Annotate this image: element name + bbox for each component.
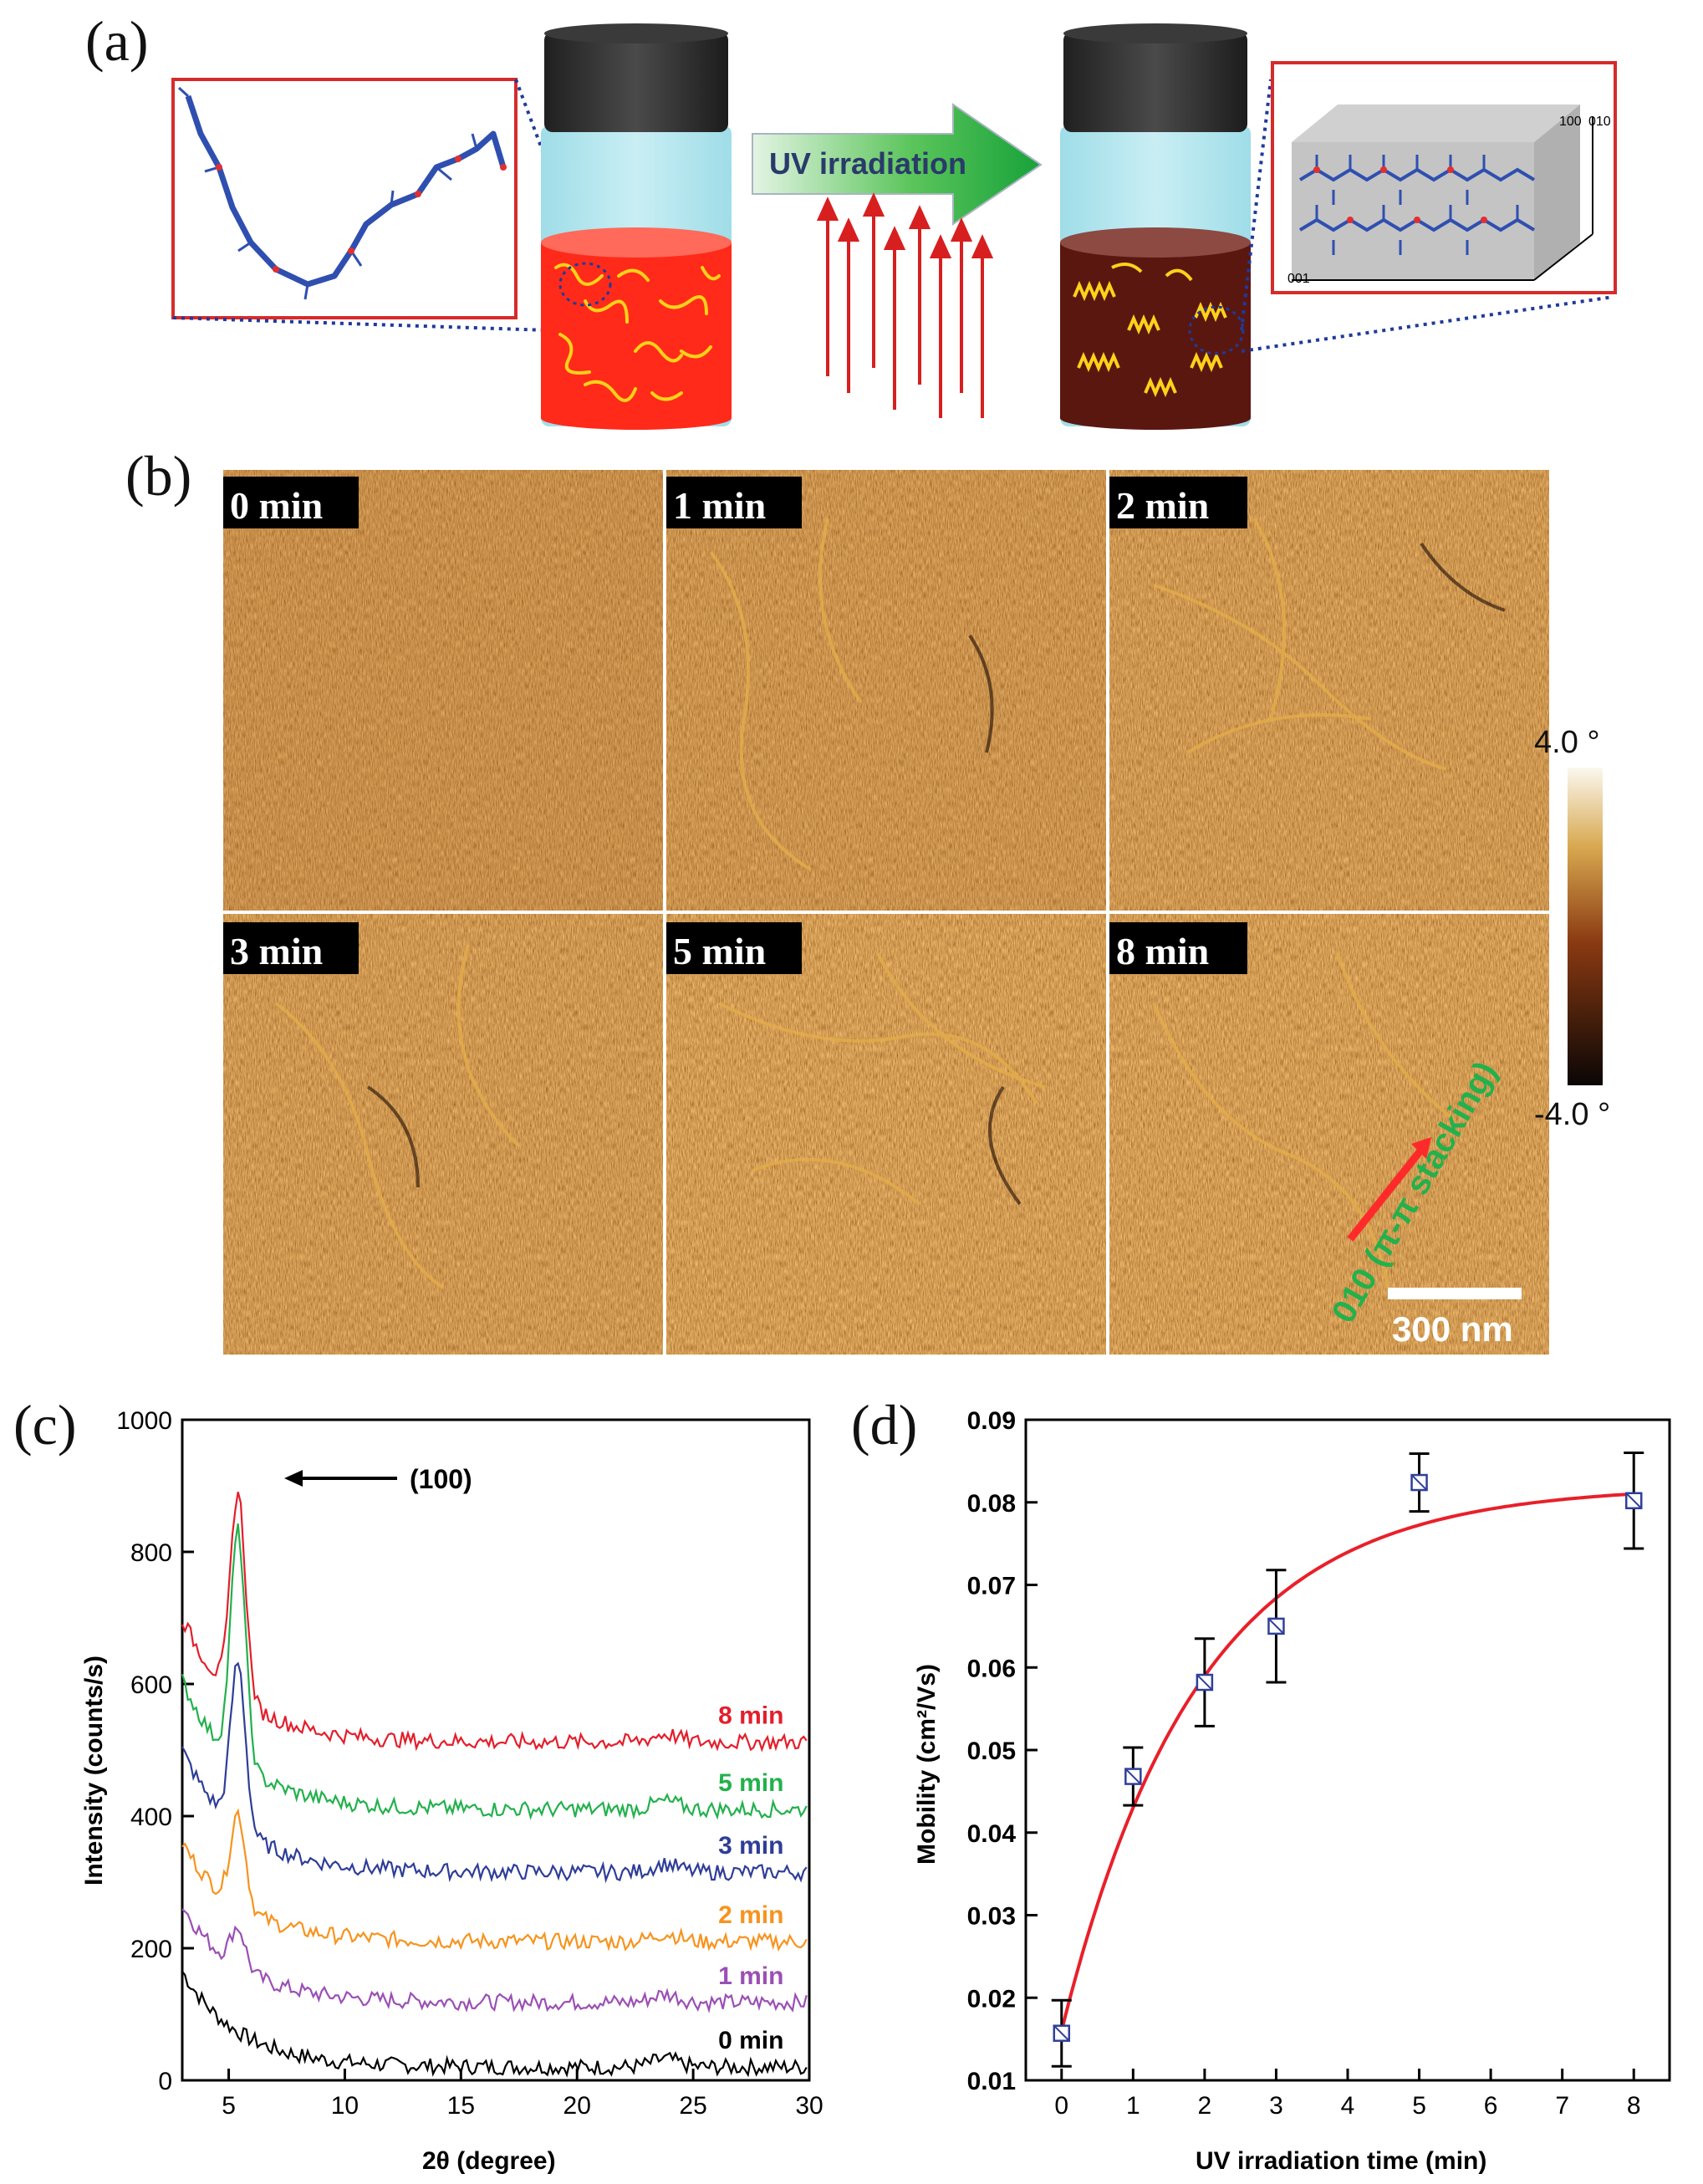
chart-d-xtick-label: 3 (1269, 2092, 1283, 2120)
colorbar (1568, 768, 1603, 1085)
chart-d-xtick-label: 5 (1412, 2092, 1426, 2120)
vial-before-uv (541, 23, 732, 430)
panel-label-b: (b) (125, 444, 192, 508)
chart-d-ytick-label: 0.09 (967, 1407, 1016, 1435)
chart-d-ytick-label: 0.03 (967, 1903, 1016, 1931)
uv-arrow: UV irradiation (752, 103, 1043, 226)
afm-tile-5min (666, 914, 1106, 1355)
colorbar-max-label: 4.0 ° (1534, 725, 1600, 760)
xrd-series-4 (181, 1523, 808, 1820)
polymer-zoom-box-disordered (171, 78, 518, 319)
chart-c-xtick-label: 30 (795, 2092, 823, 2120)
chart-d-ytick-label: 0.06 (967, 1655, 1016, 1682)
mobility-point-hatch (1125, 1768, 1141, 1784)
chart-d-xtick-label: 8 (1627, 2092, 1641, 2120)
chart-d-ytick-label: 0.08 (967, 1490, 1016, 1518)
time-label-1min: 1 min (673, 484, 766, 527)
xrd-series-0 (181, 1971, 808, 2078)
chart-d-frame (1024, 1418, 1671, 2082)
chart-d-ytick-label: 0.07 (967, 1573, 1016, 1600)
chart-d-ytick-label: 0.01 (967, 2068, 1016, 2095)
chart-d-xtick-label: 4 (1341, 2092, 1355, 2120)
panel-d: 0 1 2 3 4 5 6 7 8 0.01 0.02 0.03 0.04 0.05 0.06 0.07 0.0… (913, 1407, 1671, 2175)
xrd-series-label: 1 min (718, 1962, 783, 1990)
uv-arrow-label: UV irradiation (769, 146, 966, 181)
xrd-series-1 (181, 1908, 808, 2014)
chart-c-xtick-label: 15 (447, 2092, 475, 2120)
xrd-series-5 (181, 1492, 808, 1753)
xrd-series-label: 2 min (718, 1901, 783, 1929)
time-label-5min: 5 min (673, 930, 766, 972)
chart-c-xtick-label: 25 (679, 2092, 706, 2120)
chart-d-ylabel: Mobility (cm²/Vs) (913, 1664, 941, 1865)
chart-c-xtick-label: 5 (222, 2092, 236, 2120)
chart-d-xtick-label: 7 (1555, 2092, 1569, 2120)
mobility-point-hatch (1268, 1619, 1284, 1634)
uv-light-rays (816, 192, 994, 418)
chart-c-xtick-label: 10 (331, 2092, 359, 2120)
stacking-direction-arrow (1347, 1147, 1425, 1242)
chart-c-ytick-label: 800 (130, 1539, 172, 1567)
time-label-3min: 3 min (230, 930, 323, 972)
panel-c: 5 10 15 20 25 30 0 200 400 600 800 1000 0 min 1 min 2… (80, 1407, 823, 2175)
chart-c-ytick-label: 600 (130, 1671, 172, 1699)
xrd-series-label: 0 min (718, 2027, 783, 2054)
xrd-series-3 (181, 1661, 808, 1884)
colorbar-min-label: -4.0 ° (1534, 1097, 1610, 1132)
afm-tile-8min (1109, 914, 1549, 1355)
mobility-point-hatch (1054, 2026, 1069, 2041)
chart-d-ytick-label: 0.02 (967, 1985, 1016, 2013)
axis-label-100: 100 (1559, 115, 1582, 129)
chart-d-ytick-label: 0.05 (967, 1738, 1016, 1765)
panel-a: UV irradiation (171, 23, 1617, 430)
mobility-point-hatch (1197, 1675, 1212, 1690)
xrd-series-label: 3 min (718, 1832, 783, 1860)
chart-d-xtick-label: 0 (1054, 2092, 1068, 2120)
time-label-2min: 2 min (1116, 484, 1209, 527)
chart-c-ytick-label: 1000 (116, 1407, 172, 1435)
scale-bar-label: 300 nm (1392, 1309, 1513, 1349)
panel-b: 0 min 1 min 2 min 3 min 5 min 8 min 010 … (223, 470, 1610, 1355)
afm-tile-3min (223, 914, 663, 1355)
chart-d-xtick-label: 2 (1198, 2092, 1212, 2120)
panel-label-a: (a) (85, 9, 149, 73)
time-label-8min: 8 min (1116, 930, 1209, 972)
chart-c-xtick-label: 20 (563, 2092, 591, 2120)
chart-c-ytick-label: 200 (130, 1936, 172, 1963)
chart-d-ytick-label: 0.04 (967, 1820, 1017, 1848)
chart-d-xtick-label: 6 (1484, 2092, 1498, 2120)
axis-label-010: 010 (1588, 115, 1611, 129)
chart-c-ylabel: Intensity (counts/s) (80, 1656, 108, 1885)
xrd-series-label: 8 min (718, 1702, 783, 1730)
afm-tile-0min (223, 470, 663, 911)
chart-d-xlabel: UV irradiation time (min) (1196, 2147, 1486, 2175)
panel-label-c: (c) (13, 1393, 77, 1457)
chart-c-frame (181, 1418, 811, 2082)
afm-tile-2min (1109, 470, 1549, 911)
afm-tile-1min (666, 470, 1106, 911)
axis-label-001: 001 (1287, 272, 1310, 286)
xrd-series-2 (181, 1808, 808, 1952)
chart-c-xlabel: 2θ (degree) (422, 2147, 556, 2175)
fit-curve (1059, 1492, 1634, 2032)
time-label-0min: 0 min (230, 484, 323, 527)
scale-bar (1388, 1288, 1522, 1299)
chart-d-xtick-label: 1 (1126, 2092, 1140, 2120)
lamellar-stack: 001 100 010 (1287, 105, 1611, 286)
mobility-point-hatch (1626, 1493, 1641, 1508)
vial-after-uv (1060, 23, 1251, 430)
panel-label-d: (d) (851, 1393, 918, 1457)
xrd-series-label: 5 min (718, 1769, 783, 1797)
chart-c-ytick-label: 0 (158, 2068, 172, 2095)
mobility-point-hatch (1411, 1475, 1427, 1490)
chart-c-ytick-label: 400 (130, 1804, 172, 1831)
peak-annotation-label: (100) (410, 1464, 472, 1494)
